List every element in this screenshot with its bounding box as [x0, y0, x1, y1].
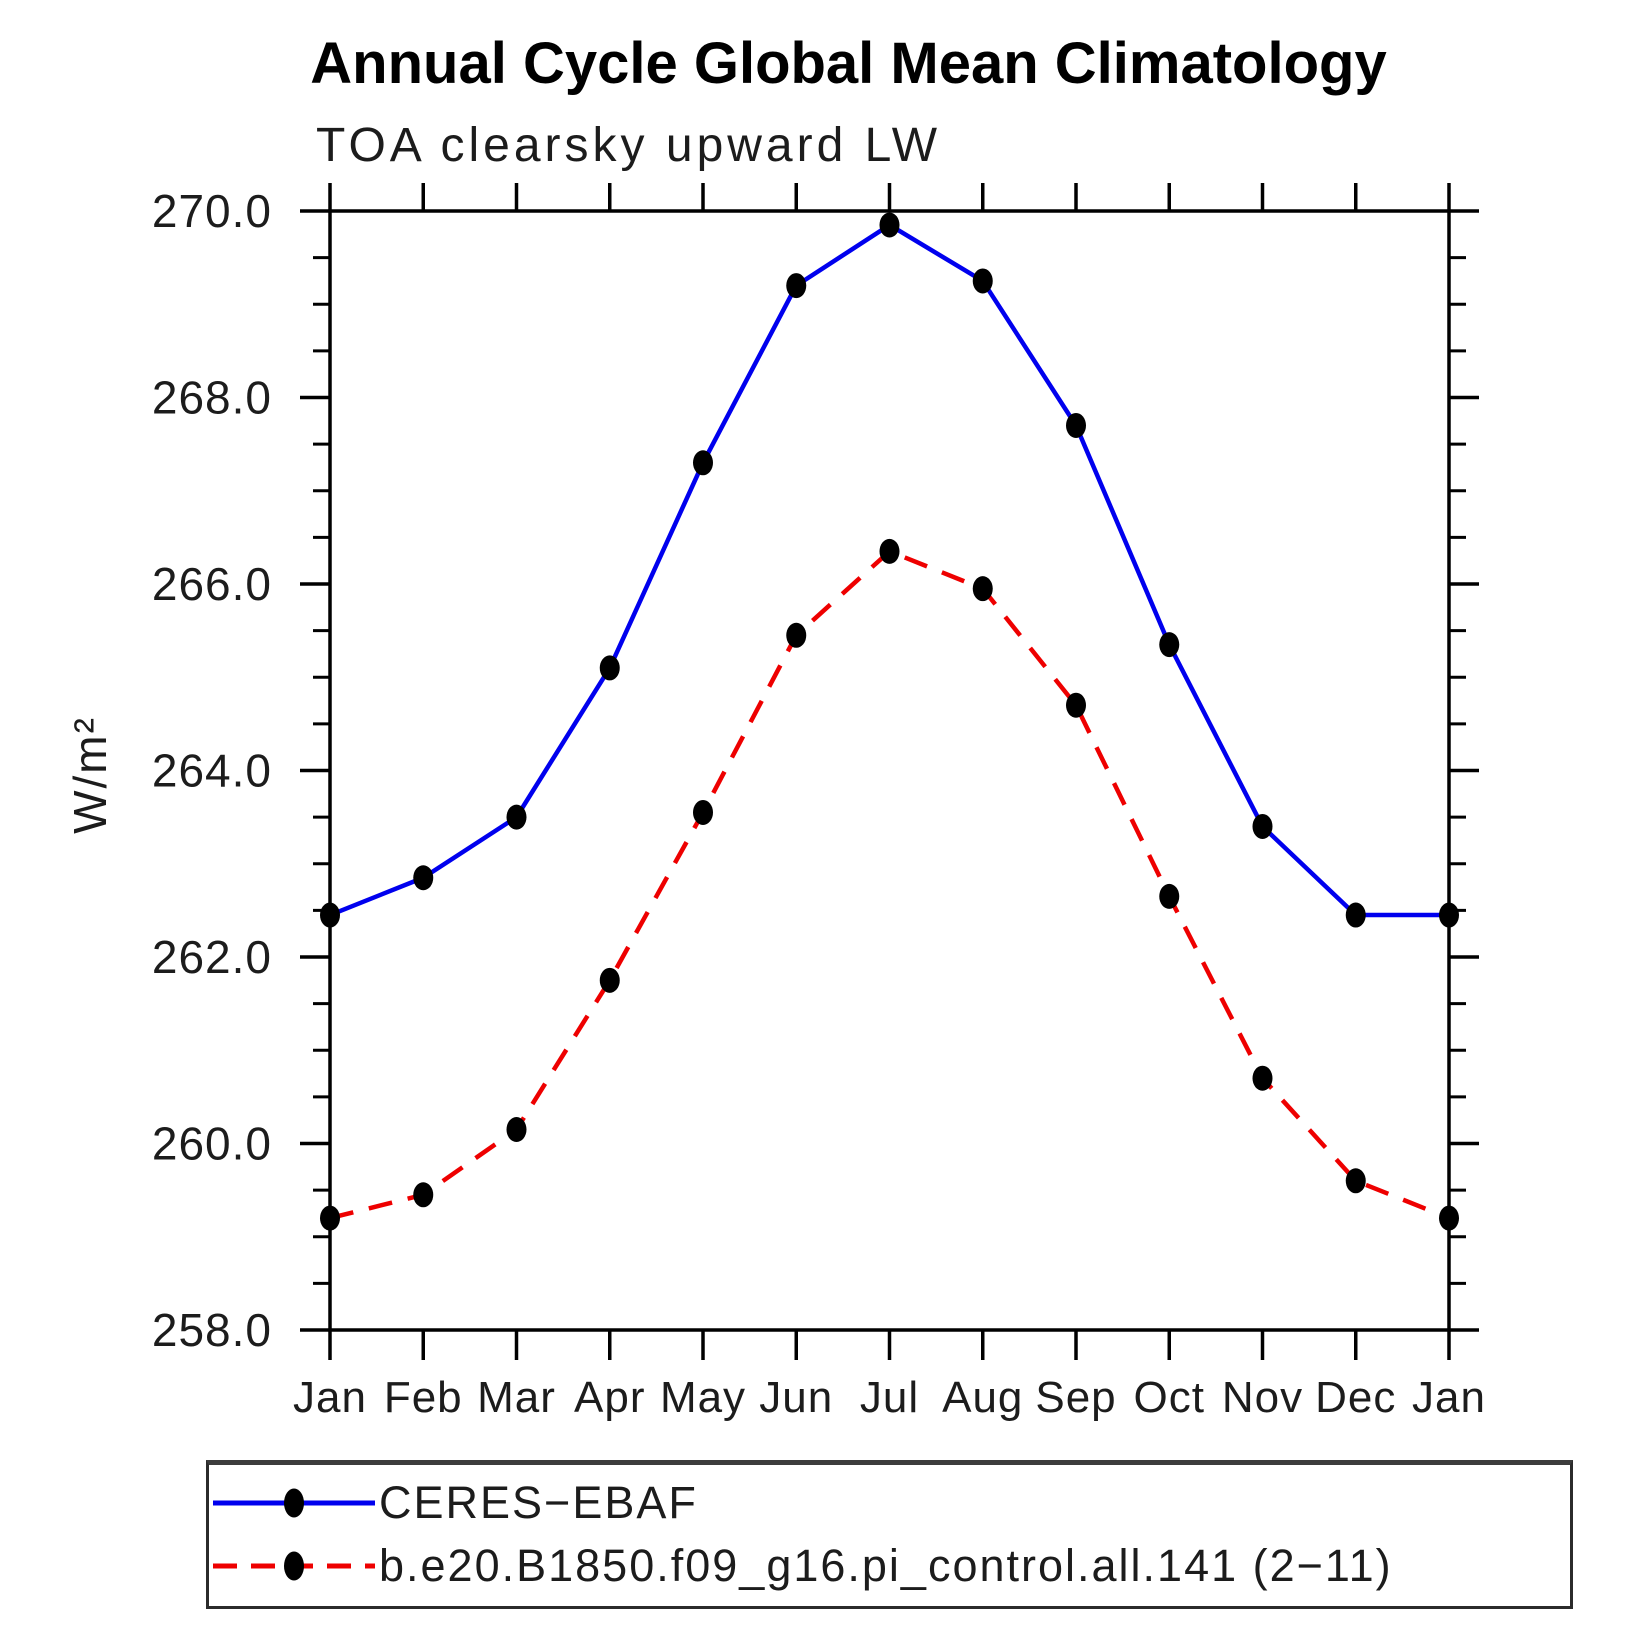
x-axis-ticks: Jan Feb Mar Apr May Jun Jul Aug Sep Oct Nov Dec Jan [293, 183, 1486, 1422]
data-point-marker [320, 902, 340, 928]
legend: CERES−EBAF b.e20.B1850.f09_g16.pi_contro… [206, 1460, 1573, 1609]
data-point-marker [1345, 1168, 1366, 1194]
x-tick-label: Dec [1315, 1373, 1396, 1422]
data-point-marker [693, 799, 713, 825]
data-point-marker [506, 804, 527, 830]
data-point-marker [1159, 883, 1180, 909]
legend-label-model: b.e20.B1850.f09_g16.pi_control.all.141 (… [379, 1540, 1393, 1592]
x-tick-label: Apr [574, 1373, 645, 1422]
series-line-1 [329, 549, 1450, 1221]
legend-line-sample-model [213, 1551, 375, 1581]
y-tick-label: 264.0 [152, 745, 272, 797]
data-point-marker [693, 450, 713, 476]
x-tick-label: Oct [1134, 1373, 1205, 1422]
data-point-marker [1345, 902, 1366, 928]
data-point-marker [972, 268, 993, 294]
chart-subtitle: TOA clearsky upward LW [316, 119, 942, 172]
x-tick-label: Feb [384, 1373, 463, 1422]
legend-row-model: b.e20.B1850.f09_g16.pi_control.all.141 (… [209, 1536, 1570, 1596]
x-tick-label: Mar [477, 1373, 556, 1422]
series-markers-0 [320, 212, 1459, 928]
data-point-marker [506, 1117, 527, 1143]
series-line-0 [329, 222, 1449, 918]
data-point-marker [879, 212, 900, 238]
data-point-marker [1439, 1205, 1459, 1231]
data-point-marker [1439, 902, 1459, 928]
data-point-marker [879, 538, 900, 564]
legend-label-ceres: CERES−EBAF [379, 1476, 698, 1528]
data-point-marker [786, 273, 807, 299]
data-point-marker [320, 1205, 340, 1231]
x-tick-label: Sep [1035, 1373, 1116, 1422]
data-point-marker [1252, 1065, 1273, 1091]
data-point-marker [1252, 813, 1273, 839]
y-axis-ticks: 270.0 268.0 266.0 264.0 262.0 260.0 258.0 [152, 185, 1479, 1356]
data-point-marker [413, 865, 434, 891]
data-point-marker [1066, 412, 1086, 438]
data-point-marker [599, 967, 620, 993]
x-tick-label: Aug [942, 1373, 1023, 1422]
y-tick-label: 266.0 [152, 558, 272, 610]
data-point-marker [786, 622, 807, 648]
data-point-marker [972, 576, 993, 602]
series-markers-1 [320, 538, 1459, 1231]
plot-frame [328, 209, 1451, 1332]
y-tick-label: 262.0 [152, 931, 272, 983]
x-tick-label: Jul [860, 1373, 919, 1422]
x-tick-label: May [660, 1373, 746, 1422]
legend-sample-marker [284, 1551, 304, 1581]
data-point-marker [1159, 632, 1180, 658]
x-tick-label: Jan [1412, 1373, 1486, 1422]
y-tick-label: 268.0 [152, 372, 272, 424]
x-tick-label: Jan [293, 1373, 367, 1422]
legend-sample-marker [284, 1488, 304, 1518]
legend-row-ceres: CERES−EBAF [209, 1473, 1570, 1533]
chart-title: Annual Cycle Global Mean Climatology [310, 31, 1387, 96]
x-tick-label: Nov [1222, 1373, 1303, 1422]
y-tick-label: 258.0 [152, 1304, 272, 1356]
legend-line-sample-ceres [213, 1488, 375, 1518]
x-tick-label: Jun [759, 1373, 833, 1422]
data-point-marker [1066, 692, 1086, 718]
y-tick-label: 270.0 [152, 185, 272, 237]
data-point-marker [413, 1182, 434, 1208]
y-tick-label: 260.0 [152, 1118, 272, 1170]
data-point-marker [599, 655, 620, 681]
